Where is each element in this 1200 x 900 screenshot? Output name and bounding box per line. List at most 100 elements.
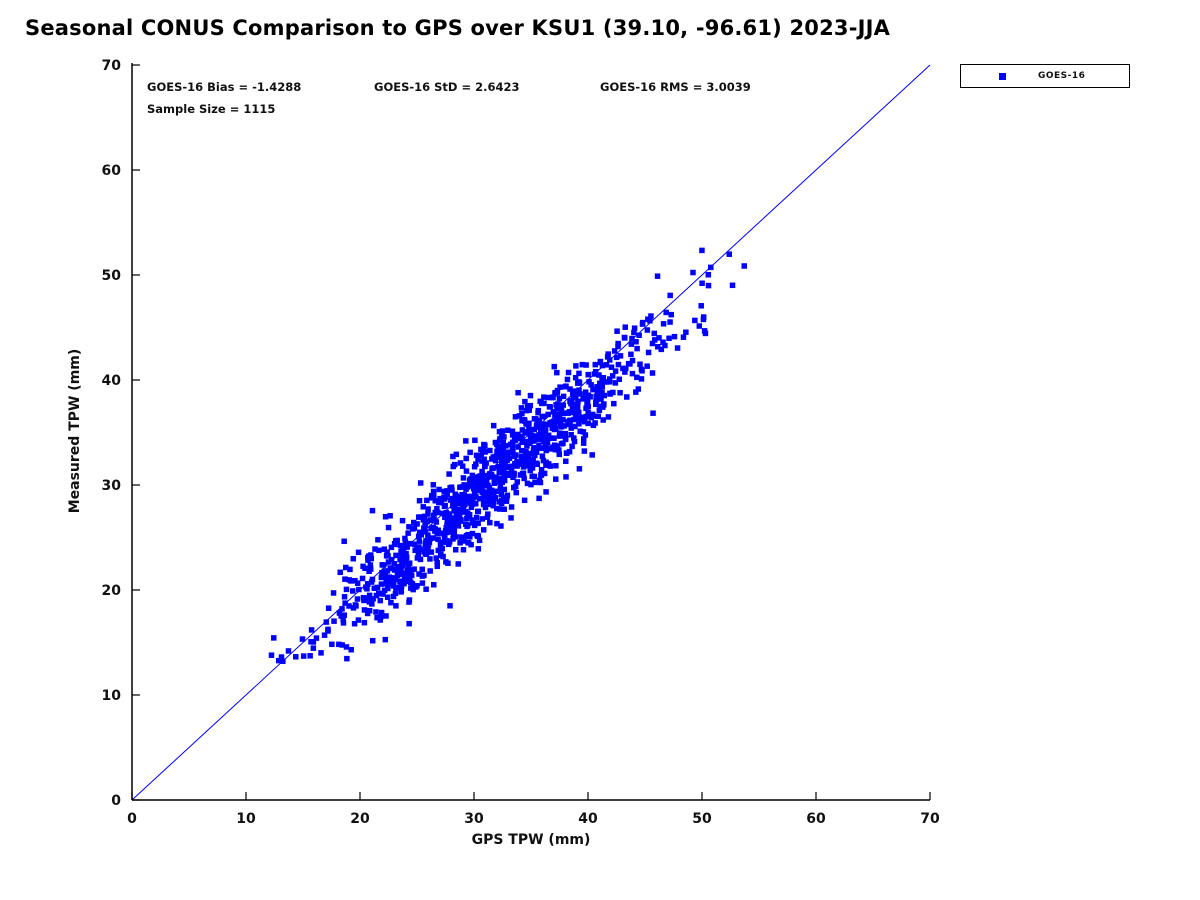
data-point: [479, 489, 486, 496]
data-point: [399, 517, 406, 524]
data-point: [428, 495, 435, 501]
data-point: [628, 351, 634, 358]
data-point: [692, 317, 698, 324]
data-point: [609, 373, 616, 379]
data-point: [633, 389, 639, 395]
data-point: [581, 418, 588, 425]
data-point: [656, 335, 662, 341]
data-point: [690, 269, 696, 276]
data-point: [597, 358, 604, 365]
data-point: [356, 586, 362, 593]
data-point: [571, 438, 578, 445]
data-point: [457, 540, 463, 546]
data-point: [484, 514, 491, 520]
data-point: [373, 609, 379, 615]
data-point: [660, 339, 666, 345]
data-point: [589, 452, 595, 458]
data-point: [420, 504, 427, 510]
data-point: [340, 616, 346, 623]
data-point: [467, 481, 474, 488]
data-point: [398, 553, 404, 559]
data-point: [696, 323, 703, 329]
data-point: [628, 341, 635, 347]
data-point: [446, 471, 452, 477]
legend-label-goes16: GOES-16: [1038, 71, 1086, 81]
data-point: [432, 497, 439, 504]
data-point: [615, 340, 621, 347]
data-point: [496, 428, 503, 435]
data-point: [416, 538, 423, 544]
legend-marker-square-icon: [999, 72, 1006, 80]
data-point: [469, 530, 476, 537]
data-point: [446, 525, 453, 532]
data-point: [475, 479, 481, 485]
data-point: [463, 438, 469, 444]
data-point: [699, 280, 705, 286]
data-point: [555, 411, 561, 417]
data-point: [471, 522, 478, 529]
data-point: [565, 369, 572, 376]
data-point: [538, 398, 544, 405]
data-point: [556, 415, 563, 421]
data-point: [552, 476, 559, 482]
data-point: [729, 282, 736, 289]
data-point: [594, 384, 601, 390]
data-point: [508, 463, 514, 470]
data-point: [573, 363, 579, 369]
data-point: [384, 594, 391, 601]
data-point: [480, 447, 486, 454]
data-point: [425, 532, 431, 538]
data-point: [419, 580, 426, 586]
data-point: [465, 531, 471, 538]
data-point: [462, 498, 468, 504]
data-point: [494, 520, 500, 527]
data-point: [421, 549, 427, 555]
data-point: [490, 422, 497, 429]
data-point: [340, 620, 347, 626]
data-point: [498, 497, 505, 504]
data-point: [397, 556, 403, 563]
data-point: [403, 554, 410, 561]
data-point: [545, 394, 552, 401]
data-point: [574, 415, 581, 421]
data-point: [402, 539, 409, 545]
data-point: [451, 508, 457, 514]
data-point: [465, 539, 471, 546]
data-point: [635, 386, 642, 392]
data-point: [472, 500, 479, 507]
data-point: [537, 424, 543, 430]
data-point: [491, 490, 497, 497]
data-point: [475, 546, 482, 552]
data-point: [385, 553, 391, 559]
data-point: [486, 484, 493, 491]
data-point: [398, 589, 404, 595]
data-point: [613, 354, 620, 361]
data-point: [581, 448, 588, 454]
data-point: [366, 592, 373, 599]
data-point: [524, 462, 530, 469]
data-point: [508, 470, 515, 476]
data-point: [519, 427, 526, 433]
data-point: [369, 637, 376, 644]
data-point: [450, 536, 456, 542]
data-point: [439, 510, 446, 517]
data-point: [662, 342, 668, 349]
x-tick-label: 0: [127, 811, 137, 827]
data-point: [457, 460, 464, 466]
data-point: [493, 505, 500, 512]
data-point: [313, 635, 320, 641]
data-point: [397, 584, 403, 590]
data-point: [516, 413, 523, 419]
data-point: [541, 394, 547, 400]
data-point: [342, 564, 349, 571]
y-tick-label: 60: [102, 163, 122, 179]
data-point: [278, 654, 285, 660]
data-point: [529, 465, 536, 471]
data-point: [440, 539, 447, 545]
data-point: [417, 546, 424, 553]
data-point: [566, 448, 573, 455]
data-point: [405, 530, 411, 536]
data-point: [658, 346, 665, 353]
data-point: [606, 357, 613, 363]
data-point: [530, 457, 536, 463]
